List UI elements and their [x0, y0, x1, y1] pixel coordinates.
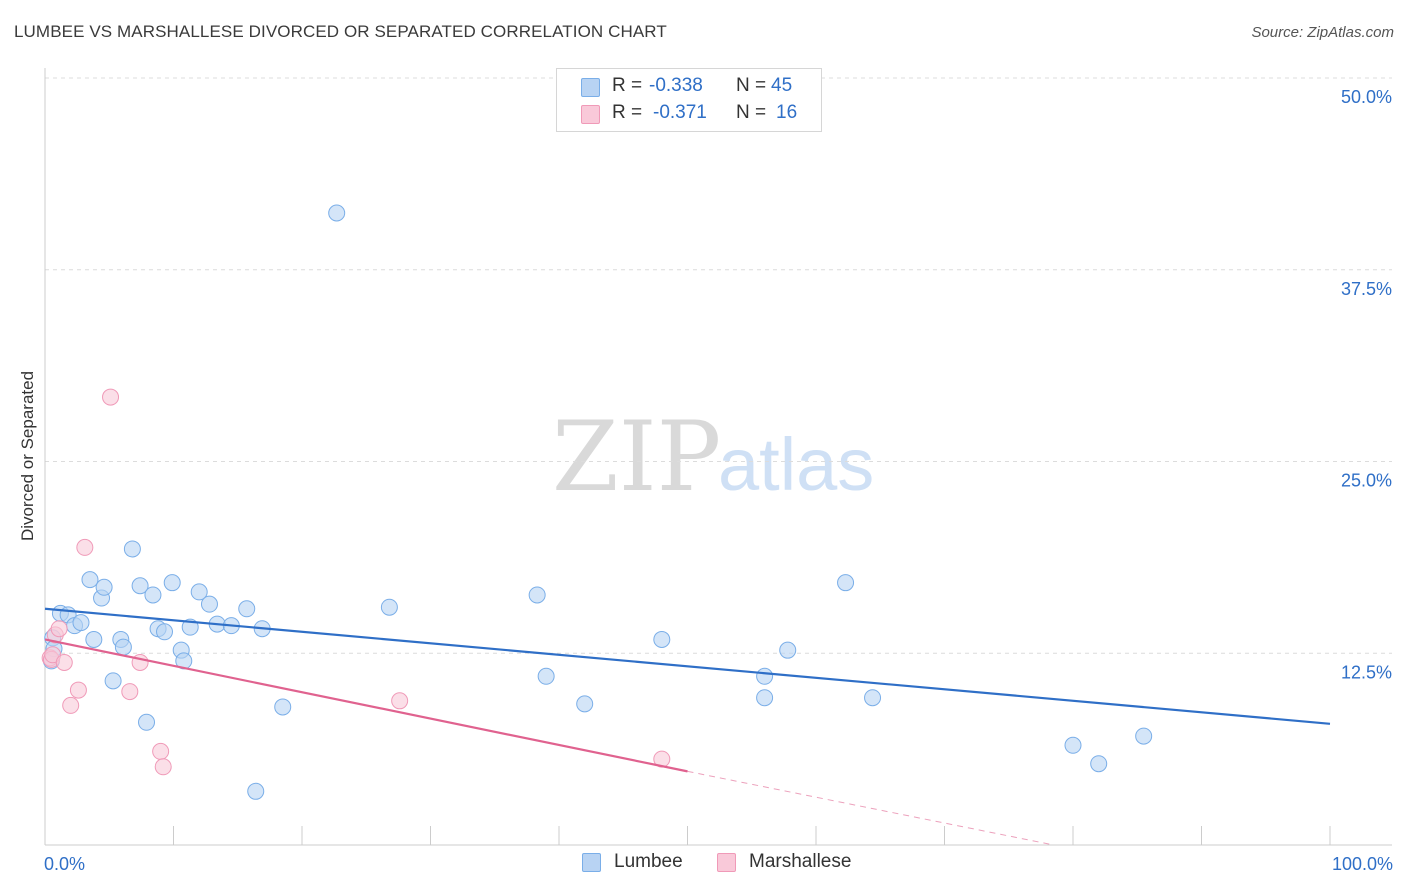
marshallese-point	[121, 683, 139, 701]
lumbee-point	[144, 586, 162, 604]
r-value: -0.371	[653, 102, 707, 123]
lumbee-point	[156, 623, 174, 641]
lumbee-swatch-icon	[581, 78, 600, 97]
lumbee-point	[576, 695, 594, 713]
lumbee-point	[779, 641, 797, 659]
lumbee-legend-icon	[582, 853, 601, 872]
marshallese-point	[102, 388, 120, 406]
y-tick-label: 25.0%	[1341, 471, 1392, 491]
marshallese-point	[50, 620, 68, 638]
marshallese-point	[154, 758, 172, 776]
lumbee-point	[756, 667, 774, 685]
lumbee-point	[653, 630, 671, 648]
marshallese-point	[55, 653, 73, 671]
lumbee-point	[95, 578, 113, 596]
lumbee-point	[138, 713, 156, 731]
lumbee-point	[537, 667, 555, 685]
lumbee-point	[1064, 736, 1082, 754]
lumbee-point	[1135, 727, 1153, 745]
lumbee-point	[238, 600, 256, 618]
lumbee-point	[163, 574, 181, 592]
lumbee-point	[328, 204, 346, 222]
marshallese-swatch-icon	[581, 105, 600, 124]
lumbee-point	[837, 574, 855, 592]
lumbee-point	[190, 583, 208, 601]
r-label: R =	[612, 102, 643, 123]
watermark-zip: ZIP	[552, 401, 721, 513]
source-label: Source: ZipAtlas.com	[1251, 24, 1394, 41]
lumbee-trendline	[44, 607, 1331, 725]
lumbee-point	[104, 672, 122, 690]
x-tick-label: 0.0%	[44, 854, 85, 874]
marshallese-point	[69, 681, 87, 699]
lumbee-point	[1090, 755, 1108, 773]
n-label: N =	[736, 75, 767, 96]
lumbee-point	[274, 698, 292, 716]
n-value: 16	[776, 102, 798, 123]
n-label: N =	[736, 102, 767, 123]
marshallese-point	[391, 692, 409, 710]
marshallese-trendline-extension	[687, 770, 1054, 846]
n-value: 45	[771, 75, 793, 96]
marshallese-point	[152, 742, 170, 760]
lumbee-point	[114, 638, 132, 656]
lumbee-point	[380, 598, 398, 616]
lumbee-point	[123, 540, 141, 558]
marshallese-point	[62, 696, 80, 714]
x-tick-label: 100.0%	[1332, 854, 1393, 874]
lumbee-point	[247, 782, 265, 800]
lumbee-point	[131, 577, 149, 595]
y-tick-label: 37.5%	[1341, 279, 1392, 299]
legend-label: Marshallese	[749, 851, 852, 872]
lumbee-point	[81, 571, 99, 589]
watermark-atlas: atlas	[718, 423, 874, 506]
marshallese-legend-icon	[717, 853, 736, 872]
marshallese-trendline	[44, 638, 688, 773]
y-tick-label: 50.0%	[1341, 87, 1392, 107]
lumbee-point	[864, 689, 882, 707]
lumbee-point	[200, 595, 218, 613]
lumbee-point	[72, 614, 90, 632]
y-tick-label: 12.5%	[1341, 662, 1392, 682]
lumbee-point	[85, 630, 103, 648]
lumbee-point	[756, 689, 774, 707]
marshallese-point	[76, 538, 94, 556]
r-label: R =	[612, 75, 643, 96]
legend-label: Lumbee	[614, 851, 683, 872]
chart-title: LUMBEE VS MARSHALLESE DIVORCED OR SEPARA…	[14, 22, 667, 41]
stats-legend-box: R = -0.338 N = 45 R = -0.371 N = 16	[556, 68, 822, 132]
r-value: -0.338	[649, 75, 703, 96]
lumbee-point	[528, 586, 546, 604]
